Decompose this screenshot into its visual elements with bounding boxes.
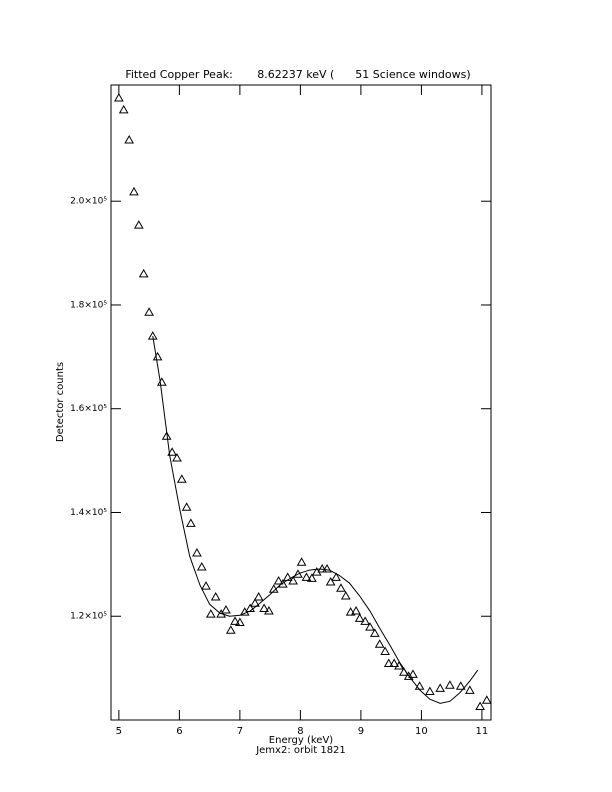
plot-frame (110, 84, 492, 721)
data-point (138, 268, 149, 278)
data-point (161, 431, 172, 440)
data-point (307, 573, 317, 582)
data-point (235, 617, 245, 626)
x-tick-label: 7 (237, 726, 243, 737)
y-tick-label: 1.4×10⁵ (70, 508, 107, 518)
y-tick-label: 1.6×10⁵ (70, 404, 107, 414)
data-point (144, 307, 154, 316)
data-point (176, 474, 187, 483)
data-point (259, 603, 269, 612)
data-point (331, 572, 341, 581)
data-point (133, 220, 144, 229)
x-tick-label: 6 (176, 726, 182, 737)
data-point (210, 592, 221, 601)
y-tick-label: 2.0×10⁵ (70, 197, 107, 207)
data-point (383, 658, 394, 667)
data-point (394, 661, 404, 670)
data-point (273, 575, 284, 585)
x-tick-label: 9 (358, 726, 364, 737)
data-point (369, 628, 380, 637)
data-point (264, 606, 274, 615)
data-point (192, 547, 202, 557)
data-point (301, 572, 312, 581)
subtitle: Jemx2: orbit 1821 (255, 745, 346, 756)
data-point (250, 598, 260, 607)
data-point (167, 447, 177, 456)
data-point (181, 502, 192, 511)
data-point (336, 583, 346, 592)
data-point (374, 639, 385, 648)
data-point (464, 685, 475, 694)
data-point (408, 669, 418, 678)
data-point (124, 134, 135, 144)
x-tick-label: 11 (476, 726, 489, 737)
data-point (129, 186, 139, 196)
data-point (340, 591, 351, 600)
data-point (186, 518, 196, 527)
data-point (288, 575, 298, 585)
data-point (277, 579, 288, 588)
data-point (380, 646, 390, 656)
data-point (293, 569, 303, 578)
chart-title: Fitted Copper Peak: 8.62237 keV ( 51 Sci… (125, 68, 470, 81)
data-point (322, 564, 332, 573)
data-point (205, 609, 216, 618)
data-point (389, 658, 400, 667)
data-point (118, 104, 129, 114)
y-axis-label: Detector counts (55, 362, 66, 442)
y-tick-label: 1.8×10⁵ (70, 300, 107, 310)
data-point (325, 576, 336, 586)
data-point (360, 616, 371, 625)
data-point (221, 605, 231, 614)
data-point (172, 453, 182, 462)
data-point (201, 581, 211, 590)
fit-line (152, 336, 479, 704)
data-point (403, 671, 414, 680)
x-tick-label: 10 (415, 726, 428, 737)
y-tick-label: 1.2×10⁵ (70, 612, 107, 622)
data-point (435, 683, 446, 692)
data-point (317, 564, 328, 573)
data-point (225, 625, 236, 634)
data-point (354, 613, 365, 622)
x-tick-label: 8 (297, 726, 303, 737)
data-point (345, 607, 356, 616)
data-point (351, 606, 361, 615)
data-point (475, 701, 485, 711)
data-point (455, 681, 466, 690)
data-point (253, 592, 264, 601)
data-point (425, 686, 435, 695)
data-point (365, 622, 375, 631)
data-point (481, 695, 492, 704)
data-point (196, 561, 207, 571)
data-point (296, 557, 307, 566)
data-point (230, 616, 240, 625)
data-point (444, 680, 455, 689)
x-tick-label: 5 (116, 726, 122, 737)
data-point (114, 92, 124, 102)
x-axis-label: Energy (keV) (269, 735, 334, 746)
